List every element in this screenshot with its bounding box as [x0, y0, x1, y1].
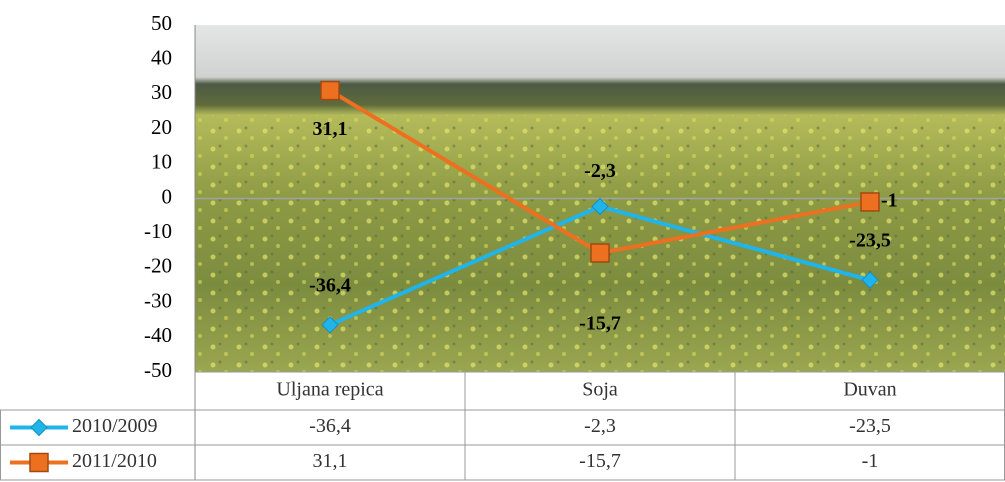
x-tick-label: Duvan [843, 379, 896, 401]
table-cell: -2,3 [584, 415, 616, 437]
y-tick-label: 20 [151, 115, 172, 139]
table-cell: -36,4 [309, 415, 351, 437]
data-label: -15,7 [579, 313, 621, 335]
marker [30, 418, 48, 437]
data-label: -2,3 [584, 160, 616, 182]
y-tick-label: -30 [144, 288, 172, 312]
marker [29, 452, 49, 473]
legend-label: 2011/2010 [72, 450, 157, 472]
marker [861, 271, 879, 289]
marker [320, 80, 340, 101]
y-tick-label: 0 [162, 184, 173, 208]
data-label: -36,4 [309, 274, 351, 296]
table-cell: -23,5 [849, 415, 891, 437]
x-tick-label: Soja [582, 379, 618, 401]
y-tick-label: 40 [151, 46, 172, 70]
y-tick-label: 50 [151, 11, 172, 35]
data-label: -23,5 [849, 230, 891, 252]
y-tick-label: -50 [144, 358, 172, 382]
table-cell: -1 [862, 450, 879, 472]
table-cell: 31,1 [313, 450, 348, 472]
marker [321, 316, 339, 334]
data-label: 31,1 [313, 118, 348, 140]
marker [590, 243, 610, 263]
legend-label: 2010/2009 [72, 415, 158, 437]
y-tick-label: -20 [144, 254, 172, 278]
y-tick-label: -40 [144, 323, 172, 347]
x-tick-label: Uljana repica [276, 379, 383, 401]
data-label: -1 [881, 190, 898, 212]
y-tick-label: 10 [151, 150, 172, 174]
y-tick-label: -10 [144, 219, 172, 243]
table-cell: -15,7 [579, 450, 621, 472]
y-tick-label: 30 [151, 80, 172, 104]
table-grid [0, 371, 1005, 481]
marker [860, 192, 880, 212]
marker [591, 197, 609, 216]
